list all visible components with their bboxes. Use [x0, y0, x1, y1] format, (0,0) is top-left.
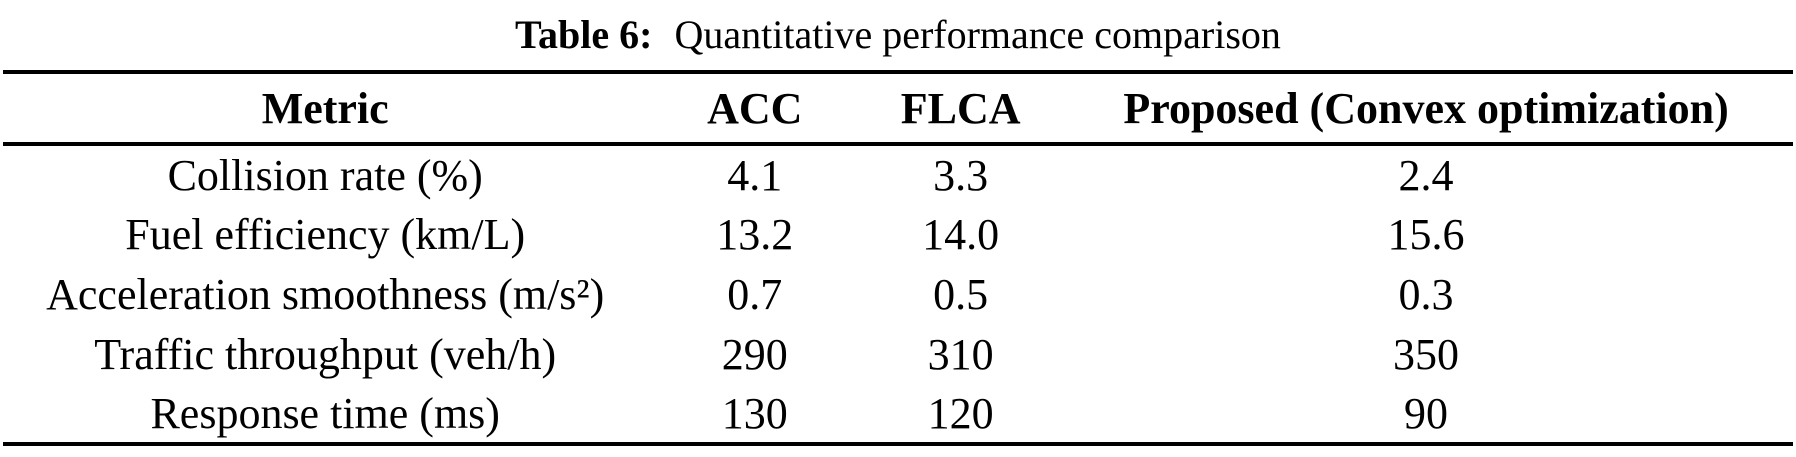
value-cell: 13.2	[716, 209, 794, 259]
performance-comparison-table: Metric ACC FLCA Proposed (Convex optimiz…	[3, 70, 1793, 446]
metric-cell: Fuel efficiency (km/L)	[125, 209, 526, 259]
value-cell: 0.3	[1398, 269, 1454, 319]
value-cell: 0.5	[933, 269, 989, 319]
metric-cell: Traffic throughput (veh/h)	[94, 329, 557, 379]
metric-cell: Acceleration smoothness (m/s²)	[46, 269, 605, 319]
value-cell: 120	[927, 388, 994, 438]
table-caption: Table 6: Quantitative performance compar…	[0, 0, 1796, 70]
table-caption-text: Quantitative performance comparison	[674, 12, 1281, 57]
value-cell: 4.1	[727, 150, 783, 200]
value-cell: 3.3	[933, 150, 989, 200]
value-cell: 14.0	[922, 209, 1000, 259]
value-cell: 290	[721, 329, 788, 379]
column-header-acc: ACC	[647, 72, 863, 146]
table-row: Collision rate (%) 4.1 3.3 2.4	[3, 144, 1793, 204]
table-row: Acceleration smoothness (m/s²) 0.7 0.5 0…	[3, 264, 1793, 324]
table-row: Response time (ms) 130 120 90	[3, 384, 1793, 444]
value-cell: 15.6	[1387, 209, 1465, 259]
table-row: Traffic throughput (veh/h) 290 310 350	[3, 324, 1793, 384]
value-cell: 130	[721, 388, 788, 438]
header-row: Metric ACC FLCA Proposed (Convex optimiz…	[3, 72, 1793, 146]
column-header-proposed: Proposed (Convex optimization)	[1059, 72, 1793, 146]
column-header-flca: FLCA	[862, 72, 1060, 146]
value-cell: 310	[927, 329, 994, 379]
table-row: Fuel efficiency (km/L) 13.2 14.0 15.6	[3, 204, 1793, 264]
value-cell: 0.7	[727, 269, 783, 319]
metric-cell: Response time (ms)	[150, 388, 500, 438]
value-cell: 90	[1404, 388, 1449, 438]
table-caption-label: Table 6:	[515, 12, 653, 57]
value-cell: 350	[1393, 329, 1460, 379]
value-cell: 2.4	[1398, 150, 1454, 200]
metric-cell: Collision rate (%)	[167, 150, 483, 200]
column-header-metric: Metric	[3, 72, 648, 146]
